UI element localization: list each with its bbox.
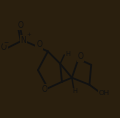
Text: H: H	[65, 51, 70, 57]
Text: H: H	[72, 88, 77, 94]
Text: O: O	[1, 43, 7, 52]
Text: O: O	[36, 40, 42, 49]
Text: O: O	[78, 52, 84, 61]
Text: O: O	[17, 21, 23, 30]
Text: +: +	[27, 32, 32, 37]
Text: OH: OH	[99, 90, 110, 96]
Text: O: O	[41, 85, 47, 94]
Text: N: N	[20, 36, 26, 45]
Text: −: −	[4, 40, 9, 44]
